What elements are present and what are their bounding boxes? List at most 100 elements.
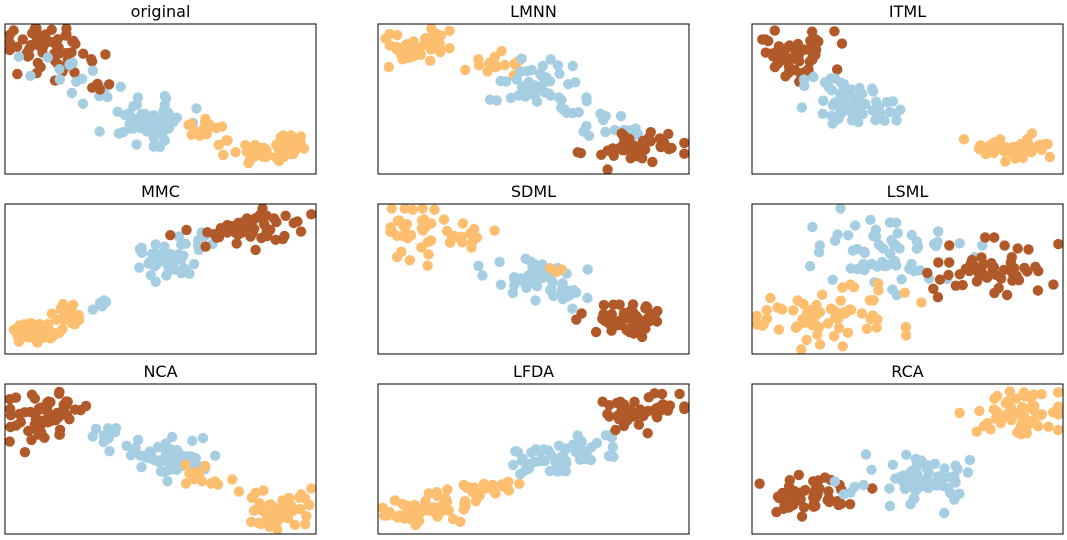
scatter-point-class-1 bbox=[1053, 401, 1063, 412]
scatter-point-class-0 bbox=[887, 459, 899, 470]
scatter-point-class-0 bbox=[858, 258, 869, 270]
scatter-point-class-0 bbox=[921, 463, 932, 474]
scatter-point-class-2 bbox=[989, 232, 1000, 243]
scatter-point-class-1 bbox=[11, 327, 22, 338]
scatter-point-class-0 bbox=[13, 51, 24, 62]
scatter-point-class-2 bbox=[793, 469, 804, 481]
scatter-point-class-0 bbox=[912, 241, 924, 252]
scatter-point-class-2 bbox=[767, 48, 778, 59]
panel-mmc: MMC bbox=[4, 182, 317, 355]
scatter-point-class-2 bbox=[1001, 289, 1013, 301]
scatter-point-class-0 bbox=[541, 72, 552, 83]
axes-frame bbox=[4, 203, 317, 355]
scatter-point-class-1 bbox=[404, 255, 416, 266]
scatter-point-class-2 bbox=[625, 153, 636, 164]
scatter-point-class-1 bbox=[218, 149, 229, 161]
scatter-point-class-0 bbox=[945, 487, 956, 499]
scatter-point-class-0 bbox=[176, 450, 187, 461]
scatter-point-class-1 bbox=[272, 151, 283, 162]
scatter-point-class-0 bbox=[872, 261, 883, 272]
scatter-point-class-0 bbox=[885, 248, 896, 259]
scatter-point-class-1 bbox=[1036, 389, 1047, 400]
scatter-point-class-1 bbox=[765, 292, 776, 304]
scatter-point-class-1 bbox=[837, 341, 848, 352]
scatter-point-class-0 bbox=[98, 430, 110, 441]
scatter-point-class-2 bbox=[616, 405, 627, 416]
scatter-point-class-1 bbox=[777, 304, 788, 315]
scatter-point-class-2 bbox=[999, 240, 1010, 251]
scatter-point-class-0 bbox=[173, 231, 185, 242]
scatter-point-class-1 bbox=[32, 337, 43, 348]
panel-itml: ITML bbox=[751, 2, 1064, 175]
scatter-point-class-2 bbox=[674, 388, 685, 400]
scatter-point-class-2 bbox=[754, 478, 765, 489]
scatter-point-class-2 bbox=[645, 127, 656, 138]
scatter-point-class-2 bbox=[58, 399, 69, 410]
points-lsml bbox=[752, 204, 1063, 354]
scatter-point-class-0 bbox=[160, 449, 172, 460]
scatter-point-class-2 bbox=[783, 502, 795, 513]
scatter-point-class-1 bbox=[468, 224, 480, 235]
scatter-point-class-1 bbox=[410, 507, 421, 518]
scatter-point-class-1 bbox=[227, 474, 238, 485]
scatter-point-class-1 bbox=[399, 204, 410, 214]
panel-title: LMNN bbox=[510, 2, 557, 21]
scatter-point-class-1 bbox=[459, 498, 470, 509]
scatter-point-class-0 bbox=[827, 274, 838, 285]
scatter-point-class-2 bbox=[977, 270, 989, 281]
scatter-point-class-1 bbox=[1004, 386, 1016, 397]
scatter-point-class-1 bbox=[439, 493, 451, 504]
scatter-point-class-1 bbox=[272, 142, 284, 153]
scatter-point-class-1 bbox=[282, 503, 293, 514]
scatter-point-class-0 bbox=[937, 480, 949, 492]
scatter-point-class-1 bbox=[416, 242, 427, 253]
scatter-point-class-0 bbox=[102, 91, 113, 103]
scatter-point-class-1 bbox=[409, 40, 420, 51]
scatter-point-class-2 bbox=[647, 156, 658, 168]
scatter-point-class-2 bbox=[46, 24, 57, 35]
scatter-point-class-1 bbox=[991, 390, 1003, 402]
scatter-point-class-1 bbox=[822, 318, 834, 329]
scatter-point-class-2 bbox=[805, 35, 816, 46]
scatter-point-class-2 bbox=[53, 42, 64, 53]
scatter-point-class-1 bbox=[180, 478, 192, 489]
scatter-point-class-2 bbox=[31, 39, 42, 50]
scatter-point-class-0 bbox=[87, 304, 99, 315]
scatter-point-class-1 bbox=[61, 311, 72, 322]
scatter-point-class-0 bbox=[977, 240, 988, 251]
scatter-point-class-0 bbox=[860, 98, 871, 110]
scatter-point-class-2 bbox=[23, 425, 34, 437]
scatter-point-class-2 bbox=[928, 283, 939, 294]
scatter-point-class-1 bbox=[301, 510, 312, 522]
scatter-point-class-1 bbox=[801, 334, 812, 346]
scatter-point-class-1 bbox=[499, 59, 510, 71]
scatter-point-class-0 bbox=[850, 220, 861, 231]
scatter-point-class-1 bbox=[416, 223, 427, 234]
scatter-point-class-2 bbox=[576, 308, 587, 319]
scatter-point-class-2 bbox=[808, 476, 819, 487]
scatter-point-class-2 bbox=[200, 241, 211, 252]
scatter-point-class-0 bbox=[905, 499, 916, 510]
scatter-point-class-1 bbox=[391, 511, 403, 522]
scatter-point-class-2 bbox=[679, 148, 689, 159]
scatter-point-class-2 bbox=[1007, 275, 1018, 286]
points-mmc bbox=[8, 204, 316, 348]
scatter-point-class-1 bbox=[837, 282, 848, 293]
scatter-point-class-1 bbox=[447, 513, 459, 525]
scatter-point-class-2 bbox=[783, 61, 795, 72]
scatter-point-class-0 bbox=[147, 113, 159, 125]
scatter-point-class-0 bbox=[515, 66, 526, 77]
scatter-point-class-1 bbox=[385, 222, 396, 233]
scatter-point-class-1 bbox=[503, 485, 515, 496]
scatter-point-class-2 bbox=[679, 137, 689, 149]
scatter-point-class-2 bbox=[26, 434, 37, 446]
scatter-point-class-2 bbox=[986, 258, 997, 269]
scatter-point-class-1 bbox=[289, 145, 301, 156]
scatter-point-class-0 bbox=[630, 123, 641, 134]
scatter-point-class-0 bbox=[505, 92, 517, 104]
scatter-point-class-1 bbox=[856, 308, 868, 319]
panel-title: LSML bbox=[887, 182, 929, 201]
scatter-point-class-1 bbox=[814, 339, 826, 350]
scatter-point-class-1 bbox=[18, 319, 30, 330]
scatter-point-class-2 bbox=[659, 137, 670, 149]
